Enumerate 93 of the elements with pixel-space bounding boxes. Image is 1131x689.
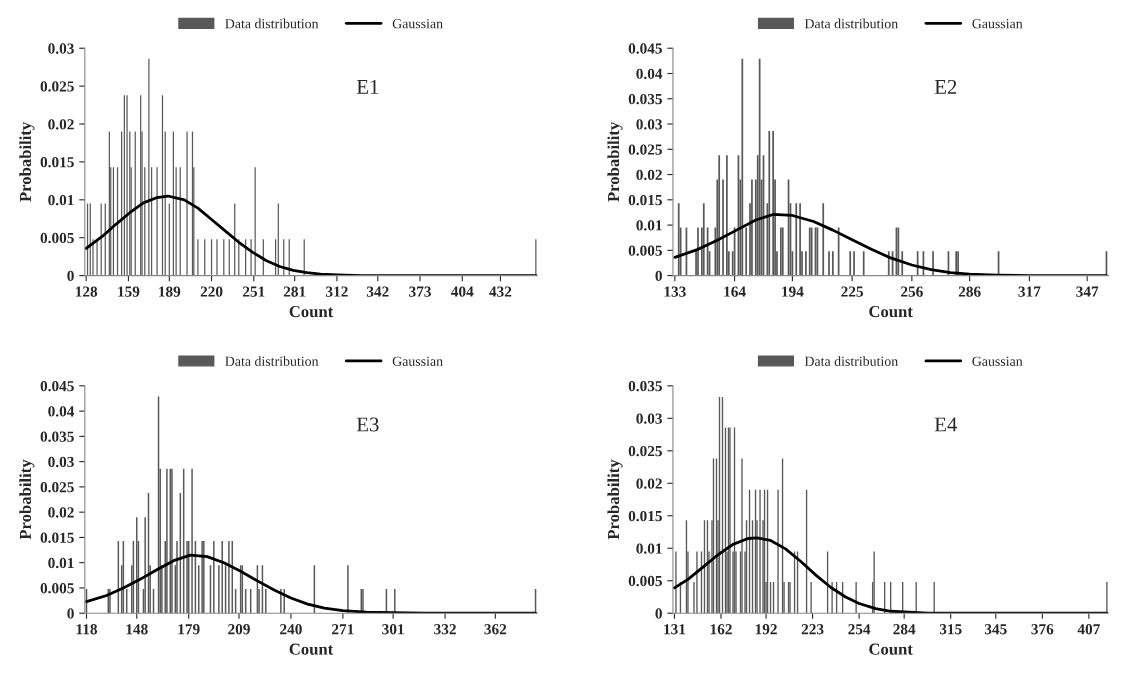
y-tick-label: 0.045	[628, 43, 662, 54]
y-tick-label: 0	[67, 270, 74, 282]
legend-label: Data distribution	[225, 356, 319, 366]
x-tick-label: 179	[178, 624, 200, 635]
x-tick-label: 189	[159, 286, 181, 297]
y-tick-label: 0.02	[636, 478, 662, 489]
y-tick-label: 0.015	[40, 532, 74, 543]
x-tick-label: 432	[489, 286, 512, 297]
x-tick-label: 251	[242, 286, 265, 297]
y-tick-label: 0.015	[40, 157, 74, 168]
x-tick-label: 118	[76, 624, 98, 635]
y-axis-title: Probability	[19, 121, 35, 202]
x-tick-label: 281	[283, 286, 306, 297]
y-tick-label: 0.01	[48, 194, 74, 206]
y-tick-label: 0.01	[48, 557, 74, 569]
x-tick-label: 271	[332, 624, 354, 635]
x-tick-label: 376	[1031, 624, 1054, 635]
y-axis-title: Probability	[607, 459, 623, 540]
x-tick-label: 192	[755, 624, 777, 635]
y-tick-label: 0	[67, 608, 74, 619]
y-tick-label: 0	[655, 270, 662, 282]
legend-label: Gaussian	[972, 19, 1023, 29]
y-tick-label: 0.045	[40, 380, 74, 392]
x-tick-label: 312	[326, 286, 348, 297]
x-tick-label: 342	[366, 286, 389, 297]
y-tick-label: 0.04	[48, 406, 75, 417]
legend-label: Gaussian	[972, 356, 1023, 366]
y-axis-title: Probability	[19, 459, 35, 540]
x-tick-label: 148	[126, 624, 148, 635]
x-tick-label: 407	[1077, 624, 1100, 635]
y-tick-label: 0.035	[628, 93, 662, 105]
y-tick-label: 0.03	[48, 456, 74, 468]
y-tick-label: 0.04	[636, 68, 663, 80]
x-tick-label: 347	[1076, 286, 1099, 297]
x-tick-label: 345	[984, 624, 1007, 635]
x-tick-label: 159	[118, 286, 140, 297]
y-tick-label: 0.005	[40, 232, 74, 244]
y-tick-label: 0.02	[636, 169, 662, 181]
y-tick-label: 0.01	[636, 220, 662, 231]
x-axis-title: Count	[869, 643, 913, 655]
y-tick-label: 0.02	[48, 507, 74, 518]
x-axis-title: Count	[869, 305, 913, 318]
y-tick-label: 0.01	[636, 543, 662, 554]
x-tick-label: 332	[434, 624, 456, 635]
x-tick-label: 128	[75, 286, 98, 297]
legend-label: Data distribution	[225, 18, 319, 29]
x-axis-title: Count	[289, 643, 334, 655]
y-tick-label: 0.005	[40, 583, 74, 594]
y-tick-label: 0.03	[48, 43, 74, 54]
x-axis-title: Count	[289, 305, 334, 318]
y-tick-label: 0.025	[40, 81, 74, 92]
x-tick-label: 131	[664, 624, 686, 635]
x-tick-label: 164	[724, 286, 746, 297]
x-tick-label: 286	[958, 286, 981, 297]
annotation: E2	[934, 79, 957, 94]
y-tick-label: 0.035	[628, 380, 662, 392]
annotation: E1	[356, 79, 379, 94]
y-tick-label: 0.015	[628, 510, 662, 522]
x-tick-label: 301	[382, 624, 404, 635]
x-tick-label: 225	[841, 286, 864, 297]
x-tick-label: 254	[848, 624, 871, 635]
x-tick-label: 256	[901, 286, 923, 297]
annotation: E4	[934, 417, 958, 432]
legend-label: Gaussian	[392, 19, 443, 29]
x-tick-label: 223	[801, 624, 824, 635]
annotation: E3	[356, 417, 379, 432]
y-tick-label: 0.03	[636, 119, 663, 130]
legend-label: Data distribution	[804, 18, 898, 29]
x-tick-label: 404	[451, 286, 474, 297]
legend-label: Gaussian	[392, 356, 443, 366]
y-tick-label: 0.025	[40, 482, 74, 493]
y-tick-label: 0.02	[48, 119, 74, 130]
x-tick-label: 284	[893, 624, 916, 635]
x-tick-label: 209	[228, 624, 250, 635]
y-tick-label: 0	[655, 608, 662, 619]
x-tick-label: 240	[280, 624, 302, 635]
x-tick-label: 315	[939, 624, 962, 635]
y-tick-label: 0.015	[628, 194, 662, 206]
x-tick-label: 133	[664, 286, 686, 297]
y-tick-label: 0.025	[628, 445, 662, 457]
y-tick-label: 0.025	[628, 144, 662, 155]
x-tick-label: 162	[710, 624, 732, 635]
y-axis-title: Probability	[607, 121, 623, 202]
y-tick-label: 0.005	[628, 575, 662, 587]
x-tick-label: 194	[782, 286, 804, 297]
x-tick-label: 362	[484, 624, 507, 635]
x-tick-label: 373	[409, 286, 431, 297]
y-tick-label: 0.035	[40, 431, 74, 442]
y-tick-label: 0.005	[628, 245, 662, 256]
x-tick-label: 317	[1018, 286, 1041, 297]
x-tick-label: 220	[200, 286, 223, 297]
legend-label: Data distribution	[804, 356, 898, 366]
y-tick-label: 0.03	[636, 413, 663, 424]
